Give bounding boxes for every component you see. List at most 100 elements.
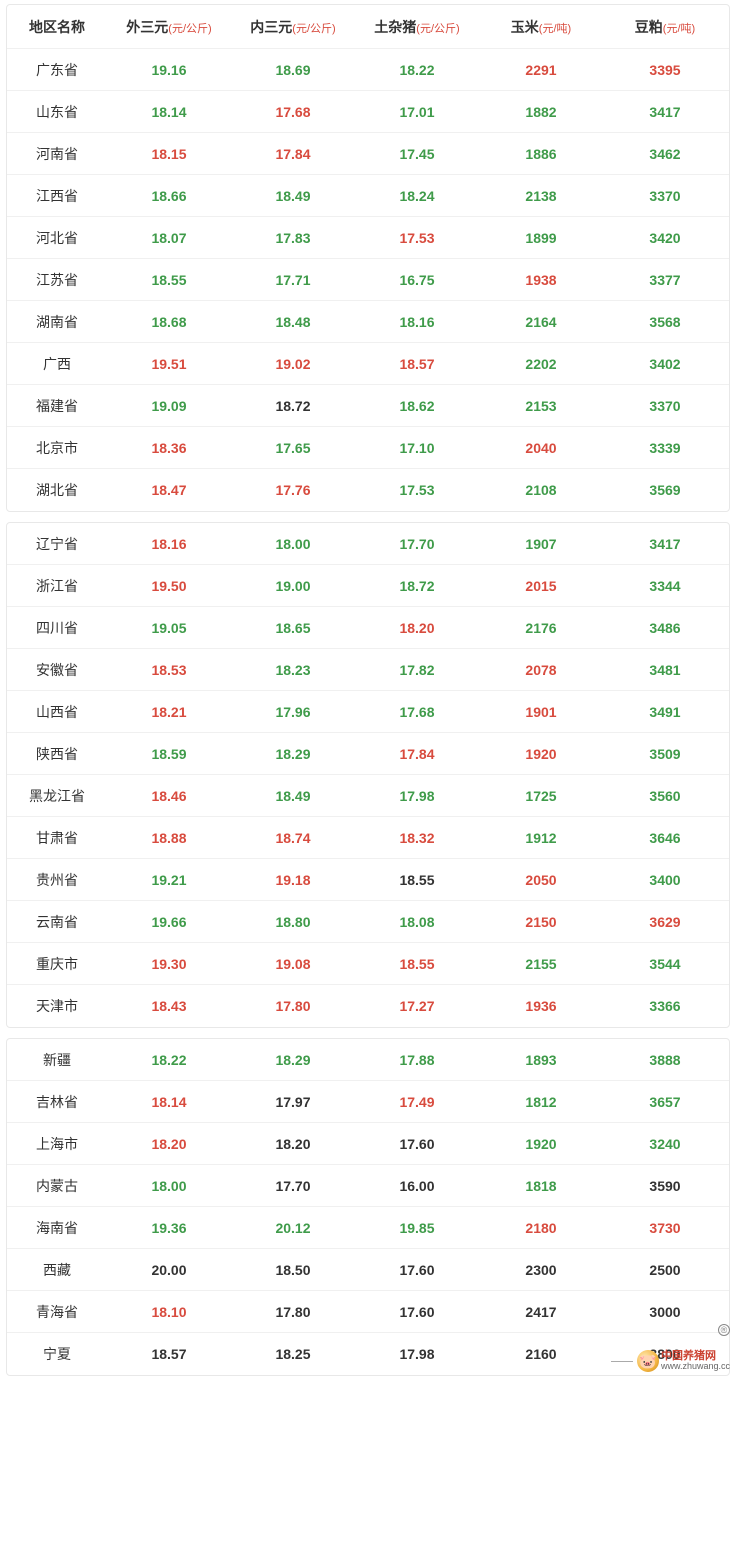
table-row: 吉林省18.1417.9717.4918123657 [7,1081,729,1123]
value-cell: 17.45 [355,136,479,172]
value-cell: 2291 [479,52,603,88]
table-row: 山东省18.1417.6817.0118823417 [7,91,729,133]
value-cell: 18.20 [355,610,479,646]
value-cell: 18.29 [231,1042,355,1078]
value-cell: 3395 [603,52,727,88]
value-cell: 19.51 [107,346,231,382]
watermark-line-icon [611,1361,633,1362]
value-cell: 2040 [479,430,603,466]
value-cell: 3569 [603,472,727,508]
value-cell: 18.69 [231,52,355,88]
value-cell: 2417 [479,1294,603,1330]
region-cell: 湖南省 [7,302,107,342]
value-cell: 17.83 [231,220,355,256]
value-cell: 2164 [479,304,603,340]
value-cell: 17.96 [231,694,355,730]
value-cell: 2180 [479,1210,603,1246]
region-cell: 青海省 [7,1292,107,1332]
value-cell: 18.16 [107,526,231,562]
region-cell: 湖北省 [7,470,107,510]
region-cell: 江西省 [7,176,107,216]
value-cell: 19.50 [107,568,231,604]
value-cell: 17.60 [355,1126,479,1162]
table-row: 湖北省18.4717.7617.5321083569 [7,469,729,511]
value-cell: 18.00 [107,1168,231,1204]
region-cell: 西藏 [7,1250,107,1290]
value-cell: 17.98 [355,778,479,814]
value-cell: 18.62 [355,388,479,424]
value-cell: 18.74 [231,820,355,856]
region-cell: 福建省 [7,386,107,426]
value-cell: 2155 [479,946,603,982]
value-cell: 17.27 [355,988,479,1024]
header-col-4: 玉米(元/吨) [479,7,603,47]
value-cell: 2138 [479,178,603,214]
value-cell: 17.53 [355,472,479,508]
value-cell: 18.50 [231,1252,355,1288]
value-cell: 17.84 [231,136,355,172]
value-cell: 2078 [479,652,603,688]
value-cell: 17.49 [355,1084,479,1120]
region-cell: 江苏省 [7,260,107,300]
region-cell: 上海市 [7,1124,107,1164]
table-row: 江苏省18.5517.7116.7519383377 [7,259,729,301]
pig-icon: 🐷 [637,1350,659,1372]
value-cell: 18.47 [107,472,231,508]
value-cell: 18.68 [107,304,231,340]
value-cell: 2050 [479,862,603,898]
table-row: 上海市18.2018.2017.6019203240 [7,1123,729,1165]
region-cell: 陕西省 [7,734,107,774]
value-cell: 18.16 [355,304,479,340]
price-table-group-2: 辽宁省18.1618.0017.7019073417浙江省19.5019.001… [6,522,730,1028]
value-cell: 17.68 [231,94,355,130]
value-cell: 17.84 [355,736,479,772]
value-cell: 2202 [479,346,603,382]
value-cell: 18.88 [107,820,231,856]
value-cell: 19.05 [107,610,231,646]
value-cell: 18.32 [355,820,479,856]
table-row: 甘肃省18.8818.7418.3219123646 [7,817,729,859]
table-row: 新疆18.2218.2917.8818933888 [7,1039,729,1081]
region-cell: 四川省 [7,608,107,648]
value-cell: 18.48 [231,304,355,340]
value-cell: 18.55 [355,862,479,898]
region-cell: 重庆市 [7,944,107,984]
value-cell: 3420 [603,220,727,256]
value-cell: 18.43 [107,988,231,1024]
value-cell: 17.70 [355,526,479,562]
table-row: 贵州省19.2119.1818.5520503400 [7,859,729,901]
value-cell: 18.80 [231,904,355,940]
region-cell: 广西 [7,344,107,384]
value-cell: 18.00 [231,526,355,562]
value-cell: 1818 [479,1168,603,1204]
value-cell: 3462 [603,136,727,172]
value-cell: 1882 [479,94,603,130]
value-cell: 3657 [603,1084,727,1120]
value-cell: 18.57 [355,346,479,382]
value-cell: 18.24 [355,178,479,214]
value-cell: 18.10 [107,1294,231,1330]
header-col-2: 内三元(元/公斤) [231,7,355,47]
table-row: 河北省18.0717.8317.5318993420 [7,217,729,259]
value-cell: 2108 [479,472,603,508]
value-cell: 3590 [603,1168,727,1204]
value-cell: 2150 [479,904,603,940]
value-cell: 18.72 [231,388,355,424]
value-cell: 1886 [479,136,603,172]
value-cell: 3888 [603,1042,727,1078]
value-cell: 19.66 [107,904,231,940]
value-cell: 19.02 [231,346,355,382]
value-cell: 18.36 [107,430,231,466]
value-cell: 18.57 [107,1336,231,1372]
value-cell: 17.65 [231,430,355,466]
header-col-3: 土杂猪(元/公斤) [355,7,479,47]
value-cell: 3481 [603,652,727,688]
value-cell: 3629 [603,904,727,940]
table-row: 北京市18.3617.6517.1020403339 [7,427,729,469]
value-cell: 1812 [479,1084,603,1120]
value-cell: 3000 [603,1294,727,1330]
value-cell: 18.65 [231,610,355,646]
value-cell: 3509 [603,736,727,772]
table-row: 安徽省18.5318.2317.8220783481 [7,649,729,691]
table-row: 青海省18.1017.8017.6024173000 [7,1291,729,1333]
